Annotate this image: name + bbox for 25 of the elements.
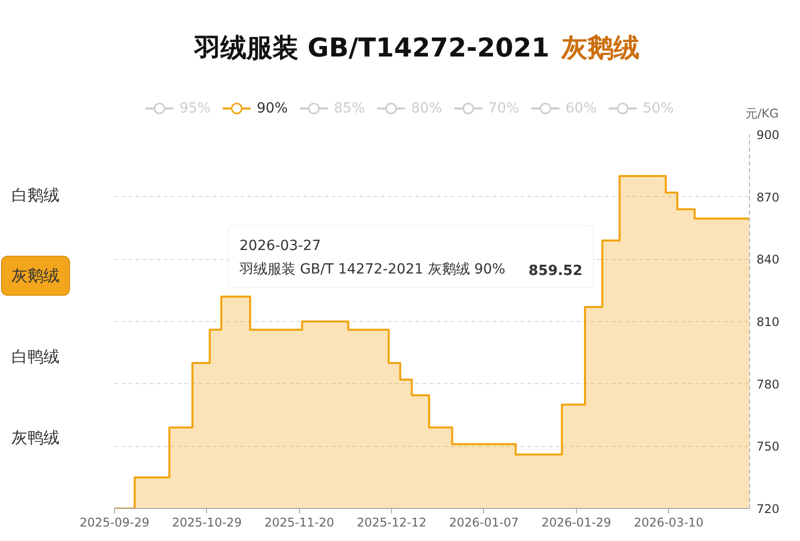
text: 白鹅绒 — [12, 185, 60, 204]
y-tick-label: 810 — [756, 315, 780, 329]
chart-subtitle: 灰鹅绒 — [560, 34, 640, 64]
chart-title: 羽绒服装 GB/T14272-2021 — [193, 34, 550, 64]
y-tick-label: 870 — [756, 190, 780, 204]
x-tick-label: 2026-01-07 — [449, 516, 519, 530]
x-tick-label: 2026-01-29 — [541, 516, 612, 530]
y-tick-label: 900 — [756, 128, 780, 142]
y-tick-label: 840 — [756, 252, 780, 267]
annotation: 羽绒服装 GB/T 14272-2021 灰鹅绒 90% — [238, 262, 506, 278]
text: 白鸭绒 — [12, 347, 60, 366]
text: 灰鸭绒 — [12, 428, 60, 447]
x-tick-label: 2025-11-20 — [264, 516, 334, 530]
annotation: 2026-03-27 — [240, 238, 321, 254]
y-tick-label: 720 — [756, 502, 780, 516]
legend-label: 90% — [256, 100, 288, 116]
y-axis-title: 元/KG — [746, 106, 779, 120]
y-tick-label: 750 — [756, 440, 780, 454]
text: 灰鹅绒 — [12, 266, 60, 286]
x-tick-label: 2025-10-29 — [172, 516, 242, 530]
x-tick-label: 2026-03-10 — [634, 516, 704, 530]
annotation: 859.52 — [528, 263, 583, 279]
x-tick-label: 2025-09-29 — [80, 516, 150, 530]
y-tick-label: 780 — [756, 377, 780, 392]
x-tick-label: 2025-12-12 — [356, 516, 426, 530]
